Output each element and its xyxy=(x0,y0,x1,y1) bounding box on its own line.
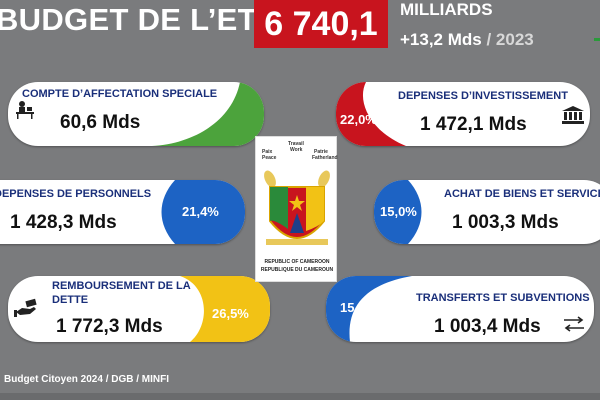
country-name-en: REPUBLIC OF CAMEROON xyxy=(264,259,330,265)
shield-icon xyxy=(264,170,330,245)
card-accent-red xyxy=(336,82,406,146)
card-accent-green xyxy=(152,82,264,146)
card-special-account: COMPTE D’AFFECTATION SPECIALE 60,6 Mds xyxy=(8,82,264,146)
card-percent: 15,0% xyxy=(380,204,417,219)
motto-peace-en: Peace xyxy=(262,155,277,161)
card-amount: 1 472,1 Mds xyxy=(420,114,527,135)
card-amount: 1 003,4 Mds xyxy=(434,316,541,337)
card-amount: 1 428,3 Mds xyxy=(10,212,117,233)
reference-year: 2023 xyxy=(495,30,534,49)
card-amount: 60,6 Mds xyxy=(60,112,141,133)
card-debt-repayment: REMBOURSEMENT DE LA DETTE 1 772,3 Mds 26… xyxy=(8,276,270,342)
cameroon-coat-of-arms: Paix Peace Travail Work Patrie Fatherlan… xyxy=(255,136,338,282)
transfer-arrows-icon xyxy=(564,316,584,332)
card-accent-blue xyxy=(161,180,245,244)
page-title: BUDGET DE L’ETAT xyxy=(0,2,295,37)
card-investment-expenses: 22,0% DEPENSES D’INVESTISSEMENT 1 472,1 … xyxy=(336,82,590,146)
card-accent-yellow xyxy=(180,276,270,342)
budget-change: +13,2 Mds / 2023 xyxy=(400,30,534,50)
desk-worker-icon xyxy=(16,101,34,119)
card-amount: 1 003,3 Mds xyxy=(452,212,559,233)
bank-building-icon xyxy=(562,106,584,124)
card-accent-blue xyxy=(326,276,412,342)
card-accent-blue xyxy=(374,180,422,244)
motto-peace-fr: Paix xyxy=(262,149,273,155)
card-personnel-expenses: DEPENSES DE PERSONNELS 1 428,3 Mds 21,4% xyxy=(0,180,245,244)
motto-fatherland-fr: Patrie xyxy=(314,149,328,155)
hand-money-icon xyxy=(14,298,37,317)
country-name-fr: REPUBLIQUE DU CAMEROUN xyxy=(260,267,334,273)
card-goods-services: 15,0% ACHAT DE BIENS ET SERVICE 1 003,3 … xyxy=(374,180,600,244)
delta-separator: / xyxy=(481,30,496,49)
motto-work-fr: Travail xyxy=(288,141,304,147)
unit-label: MILLIARDS xyxy=(400,0,493,19)
card-percent: 21,4% xyxy=(182,204,219,219)
card-amount: 1 772,3 Mds xyxy=(56,316,163,337)
card-label: TRANSFERTS ET SUBVENTIONS xyxy=(416,292,590,304)
card-percent: 26,5% xyxy=(212,306,249,321)
card-percent: 22,0% xyxy=(340,112,377,127)
bottom-bar xyxy=(0,393,600,400)
delta-value: +13,2 Mds xyxy=(400,30,482,49)
total-budget-value: 6 740,1 xyxy=(254,0,388,48)
card-label-line2: DETTE xyxy=(52,294,89,306)
card-label: DEPENSES DE PERSONNELS xyxy=(0,188,152,200)
card-percent: 15,0% xyxy=(340,300,377,315)
motto-work-en: Work xyxy=(290,147,303,153)
card-transfers-subsidies: 15,0% TRANSFERTS ET SUBVENTIONS 1 003,4 … xyxy=(326,276,594,342)
card-label: ACHAT DE BIENS ET SERVICE xyxy=(444,188,600,200)
decorative-mark xyxy=(594,38,600,41)
source-footer: Budget Citoyen 2024 / DGB / MINFI xyxy=(4,374,170,385)
card-label-line1: REMBOURSEMENT DE LA xyxy=(52,280,191,292)
card-label: DEPENSES D’INVESTISSEMENT xyxy=(398,90,568,102)
card-label: COMPTE D’AFFECTATION SPECIALE xyxy=(22,88,218,100)
motto-fatherland-en: Fatherland xyxy=(312,155,338,161)
